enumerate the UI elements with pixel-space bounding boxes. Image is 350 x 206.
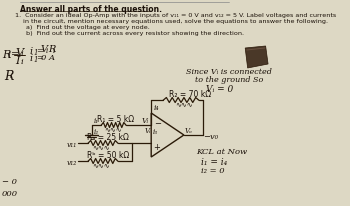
Text: ∿∿∿: ∿∿∿: [176, 101, 193, 107]
Text: i: i: [20, 58, 23, 66]
Text: 0 A: 0 A: [41, 54, 55, 62]
Text: i: i: [29, 47, 33, 56]
Text: Rₐ = 25 kΩ: Rₐ = 25 kΩ: [87, 133, 128, 142]
Text: − 0: − 0: [2, 178, 17, 186]
Text: i: i: [52, 47, 55, 55]
Text: v₁₁: v₁₁: [67, 141, 77, 149]
Text: Vₒ: Vₒ: [185, 127, 193, 135]
Text: V: V: [41, 45, 48, 54]
Text: Since Vᵢ is connected: Since Vᵢ is connected: [186, 68, 272, 76]
Text: i: i: [46, 47, 48, 55]
Text: 1: 1: [34, 56, 38, 64]
Text: Answer all parts of the question.: Answer all parts of the question.: [20, 5, 162, 14]
Text: ∿∿∿: ∿∿∿: [92, 144, 110, 150]
Polygon shape: [245, 46, 268, 68]
Text: 1.  Consider an ideal Op-Amp with the inputs of v₁₁ = 0 V and v₁₂ = 5 V. Label v: 1. Consider an ideal Op-Amp with the inp…: [15, 13, 336, 18]
Text: R: R: [48, 45, 56, 54]
Text: i₁ = i₄: i₁ = i₄: [201, 158, 227, 167]
Text: =: =: [36, 54, 43, 62]
Text: I: I: [15, 56, 20, 66]
Text: i: i: [21, 50, 23, 58]
Text: −v₀: −v₀: [203, 133, 219, 141]
Text: =: =: [10, 50, 19, 59]
Text: R: R: [4, 70, 13, 83]
Text: i₁: i₁: [94, 117, 99, 125]
Text: i₂: i₂: [94, 128, 99, 136]
Text: i: i: [10, 72, 13, 80]
Text: R: R: [2, 50, 11, 60]
Text: i₃: i₃: [153, 128, 158, 136]
Text: +: +: [154, 143, 161, 152]
Text: ∿∿∿: ∿∿∿: [104, 126, 121, 132]
Text: Vᵢ: Vᵢ: [145, 127, 151, 135]
Text: =: =: [36, 47, 43, 55]
Text: R₂ = 70 kΩ: R₂ = 70 kΩ: [169, 90, 211, 99]
Text: b)  Find out the current across every resistor showing the direction.: b) Find out the current across every res…: [18, 31, 244, 36]
Text: −: −: [154, 119, 161, 128]
Text: i₄: i₄: [154, 104, 159, 112]
Text: a)  Find out the voltage at every node.: a) Find out the voltage at every node.: [18, 25, 150, 30]
Text: Vᵢ = 0: Vᵢ = 0: [206, 85, 233, 94]
Text: i: i: [29, 54, 33, 63]
Text: i₂ = 0: i₂ = 0: [201, 167, 225, 175]
Text: V: V: [15, 48, 23, 58]
Text: 1: 1: [34, 49, 38, 57]
Text: in the circuit, mention necessary equations used, solve the equations to answer : in the circuit, mention necessary equati…: [15, 19, 328, 24]
Text: Vᵢ: Vᵢ: [141, 117, 148, 125]
Text: KCL at Now: KCL at Now: [196, 148, 247, 156]
Text: to the ground So: to the ground So: [195, 76, 263, 84]
Text: 000: 000: [2, 190, 18, 198]
Text: ∿∿∿: ∿∿∿: [92, 162, 110, 168]
Text: Rᵇ = 50 kΩ: Rᵇ = 50 kΩ: [87, 151, 129, 160]
Text: i: i: [8, 52, 10, 60]
Text: R₁ = 5 kΩ: R₁ = 5 kΩ: [97, 115, 134, 124]
Text: v₁₂: v₁₂: [67, 159, 77, 167]
